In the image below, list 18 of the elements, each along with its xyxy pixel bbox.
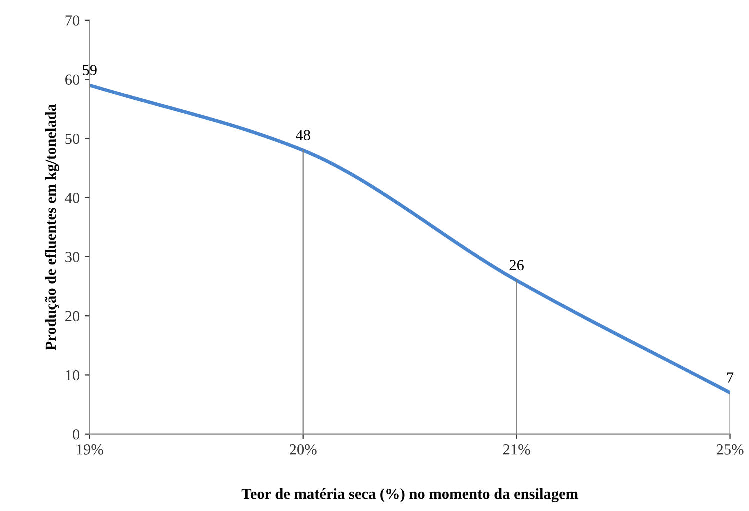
- data-label: 59: [83, 65, 97, 76]
- y-tick-label: 70: [66, 16, 80, 26]
- y-tick-label: 20: [66, 311, 80, 322]
- y-tick-label: 10: [66, 370, 80, 381]
- y-tick-label: 40: [65, 192, 80, 204]
- data-label: 48: [296, 130, 310, 140]
- y-tick-label: 60: [66, 74, 80, 86]
- y-axis-title: Produção de efluentes em kg/tonelada: [45, 104, 60, 350]
- data-label: 7: [727, 372, 734, 383]
- y-tick-label: 0: [73, 429, 80, 440]
- y-tick-label: 30: [66, 252, 80, 262]
- data-label: 26: [510, 260, 524, 271]
- x-tick-label: 19%: [77, 444, 104, 455]
- y-tick-label: 50: [66, 134, 80, 144]
- x-axis-title: Teor de matéria seca (%) no momento da ensilagem: [242, 488, 578, 502]
- x-tick-label: 21%: [503, 444, 530, 455]
- x-tick-label: 25%: [716, 444, 744, 455]
- x-tick-label: 20%: [290, 444, 317, 455]
